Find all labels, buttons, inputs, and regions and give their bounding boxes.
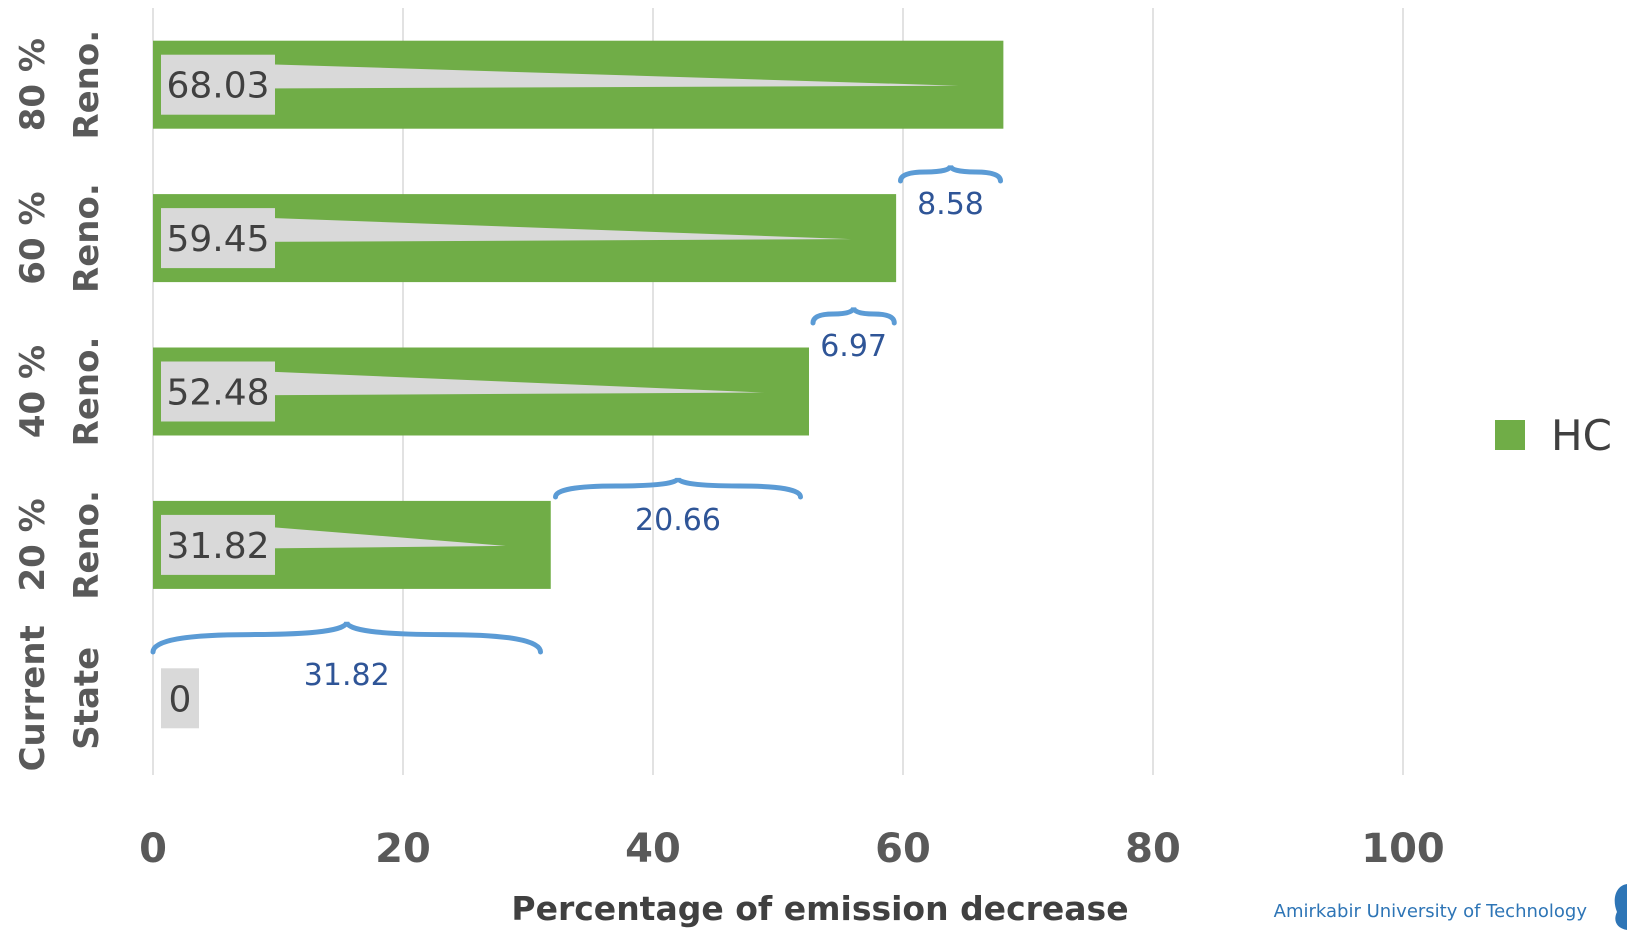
category-label-0: Current State: [13, 625, 107, 771]
data-label-leader-4: [218, 62, 959, 89]
increment-brace-1: [553, 476, 803, 500]
data-label-box-2: [161, 361, 275, 422]
category-label-line-1-1: Reno.: [67, 490, 107, 600]
data-label-leader-2: [218, 369, 764, 396]
data-label-box-3: [161, 208, 275, 269]
increment-label-1: 20.66: [635, 503, 721, 538]
legend-swatch-hc: [1495, 420, 1525, 450]
category-label-1: 20 % Reno.: [13, 490, 107, 600]
data-label-1: 31.82: [166, 526, 269, 567]
x-tick-label-100: 100: [1361, 826, 1445, 872]
category-label-2: 40 % Reno.: [13, 337, 107, 447]
category-label-line-4-0: 80 %: [13, 38, 53, 131]
increment-label-0: 31.82: [304, 658, 390, 693]
data-label-box-4: [161, 54, 275, 115]
footer-institution: Amirkabir University of Technology: [1274, 901, 1588, 922]
data-labels: 0 31.82 52.48 59.45 68.03: [161, 54, 959, 729]
x-tick-label-20: 20: [375, 826, 431, 872]
x-tick-labels: 0 20 40 60 80 100: [139, 826, 1445, 872]
data-label-3: 59.45: [166, 219, 269, 260]
x-tick-label-80: 80: [1125, 826, 1181, 872]
increment-brace-3: [898, 164, 1003, 184]
x-axis-title: Percentage of emission decrease: [511, 889, 1128, 928]
data-label-4: 68.03: [166, 66, 269, 107]
x-tick-label-60: 60: [875, 826, 931, 872]
category-label-line-3-0: 60 %: [13, 191, 53, 284]
increment-label-3: 8.58: [917, 187, 984, 222]
data-label-0: 0: [169, 679, 192, 720]
category-label-3: 60 % Reno.: [13, 183, 107, 293]
category-label-4: 80 % Reno.: [13, 30, 107, 140]
data-label-box-1: [161, 514, 275, 575]
category-label-line-2-0: 40 %: [13, 345, 53, 438]
data-label-box-0: [161, 668, 199, 729]
legend-label-hc: HC: [1551, 411, 1612, 460]
category-label-line-2-1: Reno.: [67, 337, 107, 447]
increment-brace-0: [150, 620, 543, 655]
x-tick-label-40: 40: [625, 826, 681, 872]
category-label-line-0-1: State: [67, 647, 107, 750]
data-label-leader-3: [218, 216, 852, 243]
x-tick-label-0: 0: [139, 826, 167, 872]
category-label-line-3-1: Reno.: [67, 183, 107, 293]
data-label-2: 52.48: [166, 373, 269, 414]
increment-braces: 31.82 20.66 6.97 8.58: [150, 164, 1003, 693]
university-logo: [1614, 884, 1627, 930]
legend: HC: [1495, 411, 1612, 460]
category-label-line-0-0: Current: [13, 625, 53, 771]
increment-label-2: 6.97: [820, 329, 887, 364]
category-label-line-1-0: 20 %: [13, 498, 53, 591]
increment-brace-2: [810, 306, 897, 326]
data-label-leader-1: [218, 522, 506, 549]
category-label-line-4-1: Reno.: [67, 30, 107, 140]
